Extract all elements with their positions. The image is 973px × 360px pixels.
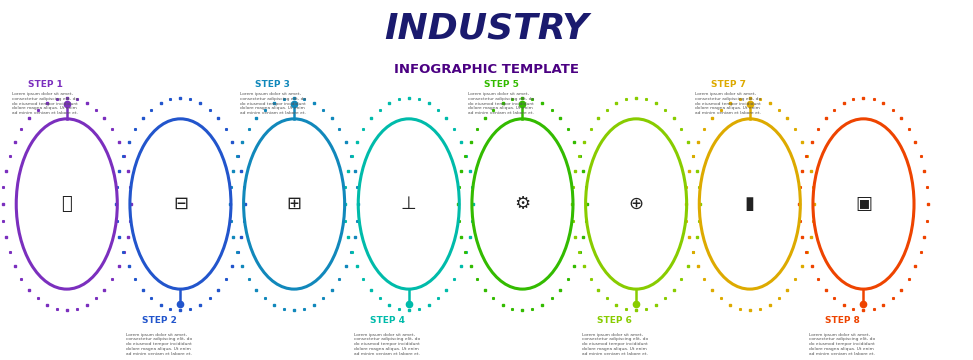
Text: STEP 7: STEP 7 <box>711 80 746 89</box>
Text: STEP 2: STEP 2 <box>142 316 176 325</box>
Text: STEP 4: STEP 4 <box>370 316 405 325</box>
Text: ⊟: ⊟ <box>173 195 188 213</box>
Text: STEP 6: STEP 6 <box>597 316 632 325</box>
Text: STEP 3: STEP 3 <box>255 80 290 89</box>
Text: INDUSTRY: INDUSTRY <box>384 11 589 45</box>
Text: ⊕: ⊕ <box>629 195 644 213</box>
Text: ▣: ▣ <box>855 195 872 213</box>
Text: Lorem ipsum dolor sit amet,
consectetur adipiscing elit, do
do eiusmod tempor in: Lorem ipsum dolor sit amet, consectetur … <box>810 333 875 356</box>
Text: Lorem ipsum dolor sit amet,
consectetur adipiscing elit, do
do eiusmod tempor in: Lorem ipsum dolor sit amet, consectetur … <box>126 333 192 356</box>
Text: Lorem ipsum dolor sit amet,
consectetur adipiscing elit, do
do eiusmod tempor in: Lorem ipsum dolor sit amet, consectetur … <box>468 92 534 115</box>
Text: INFOGRAPHIC TEMPLATE: INFOGRAPHIC TEMPLATE <box>394 63 579 76</box>
Text: Lorem ipsum dolor sit amet,
consectetur adipiscing elit, do
do eiusmod tempor in: Lorem ipsum dolor sit amet, consectetur … <box>582 333 648 356</box>
Text: Lorem ipsum dolor sit amet,
consectetur adipiscing elit, do
do eiusmod tempor in: Lorem ipsum dolor sit amet, consectetur … <box>354 333 420 356</box>
Text: ▮: ▮ <box>745 195 755 213</box>
Text: Lorem ipsum dolor sit amet,
consectetur adipiscing elit, do
do eiusmod tempor in: Lorem ipsum dolor sit amet, consectetur … <box>696 92 762 115</box>
Text: ⊞: ⊞ <box>287 195 302 213</box>
Text: 💧: 💧 <box>61 195 72 213</box>
Text: ⊥: ⊥ <box>401 195 416 213</box>
Text: STEP 1: STEP 1 <box>28 80 63 89</box>
Text: Lorem ipsum dolor sit amet,
consectetur adipiscing elit, do
do eiusmod tempor in: Lorem ipsum dolor sit amet, consectetur … <box>239 92 306 115</box>
Text: STEP 8: STEP 8 <box>825 316 859 325</box>
Text: STEP 5: STEP 5 <box>484 80 519 89</box>
Text: ⚙: ⚙ <box>515 195 530 213</box>
Text: Lorem ipsum dolor sit amet,
consectetur adipiscing elit, do
do eiusmod tempor in: Lorem ipsum dolor sit amet, consectetur … <box>13 92 79 115</box>
